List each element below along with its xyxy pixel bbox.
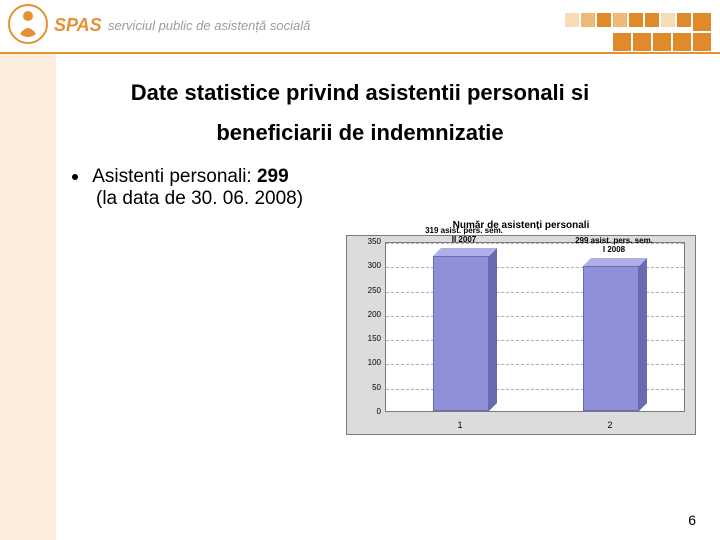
svg-text:SPAS: SPAS bbox=[54, 15, 102, 35]
bullet-count: 299 bbox=[257, 166, 289, 187]
deco-square bbox=[645, 13, 659, 27]
deco-square bbox=[581, 13, 595, 27]
content-area: Date statistice privind asistentii perso… bbox=[0, 60, 720, 210]
bullet-item: Asistenti personali: 299 (la data de 30.… bbox=[72, 166, 720, 210]
title-line-2: beneficiarii de indemnizatie bbox=[0, 120, 720, 146]
logo: SPAS bbox=[8, 4, 112, 44]
chart-bar-top bbox=[583, 258, 647, 266]
spas-logo-icon bbox=[8, 4, 48, 44]
spas-wordmark-icon: SPAS bbox=[54, 9, 112, 39]
bullet-dot-icon bbox=[72, 174, 78, 180]
chart-series-label: 319 asist. pers. sem. II 2007 bbox=[424, 227, 504, 245]
chart-plot-area bbox=[385, 242, 685, 412]
chart-y-tick-label: 150 bbox=[347, 334, 381, 343]
chart-bar-front bbox=[583, 266, 639, 411]
chart-x-tick-label: 1 bbox=[457, 420, 462, 430]
chart-bar bbox=[583, 258, 647, 411]
deco-square bbox=[693, 33, 711, 51]
chart-series-label: 299 asist. pers. sem. I 2008 bbox=[574, 237, 654, 255]
chart-y-tick-label: 300 bbox=[347, 261, 381, 270]
chart-y-tick-label: 200 bbox=[347, 310, 381, 319]
chart-bar-top bbox=[433, 248, 497, 256]
deco-square bbox=[597, 13, 611, 27]
bullet-pre-text: Asistenti personali: bbox=[92, 166, 257, 187]
deco-square bbox=[633, 33, 651, 51]
chart-bar-front bbox=[433, 256, 489, 411]
deco-square bbox=[613, 13, 627, 27]
decorative-squares bbox=[552, 0, 712, 52]
deco-square bbox=[565, 13, 579, 27]
chart-y-tick-label: 50 bbox=[347, 383, 381, 392]
chart-x-tick-label: 2 bbox=[607, 420, 612, 430]
deco-square bbox=[629, 13, 643, 27]
chart-y-tick-label: 100 bbox=[347, 358, 381, 367]
deco-square bbox=[693, 13, 711, 31]
deco-square bbox=[613, 33, 631, 51]
deco-square bbox=[653, 33, 671, 51]
chart-y-tick-label: 350 bbox=[347, 237, 381, 246]
header: SPAS serviciul public de asistență socia… bbox=[0, 0, 720, 52]
slide-page: SPAS serviciul public de asistență socia… bbox=[0, 0, 720, 540]
deco-square bbox=[661, 13, 675, 27]
chart-title: Număr de asistenți personali bbox=[346, 220, 696, 231]
brand-tagline: serviciul public de asistență socială bbox=[108, 18, 310, 33]
header-rule bbox=[0, 52, 720, 54]
chart-bar-side bbox=[489, 248, 497, 411]
page-number: 6 bbox=[688, 512, 696, 528]
chart-y-tick-label: 0 bbox=[347, 407, 381, 416]
chart-y-tick-label: 250 bbox=[347, 286, 381, 295]
title-line-1: Date statistice privind asistentii perso… bbox=[0, 80, 720, 106]
deco-square bbox=[673, 33, 691, 51]
chart-container: Număr de asistenți personali 0 50 100 150 20… bbox=[346, 220, 696, 435]
bullet-line-1: Asistenti personali: 299 bbox=[72, 166, 720, 188]
deco-square bbox=[677, 13, 691, 27]
chart-box: 050100150200250300350319 asist. pers. se… bbox=[346, 235, 696, 435]
chart-bar bbox=[433, 248, 497, 411]
chart-bar-side bbox=[639, 258, 647, 411]
bullet-line-2: (la data de 30. 06. 2008) bbox=[96, 188, 720, 210]
